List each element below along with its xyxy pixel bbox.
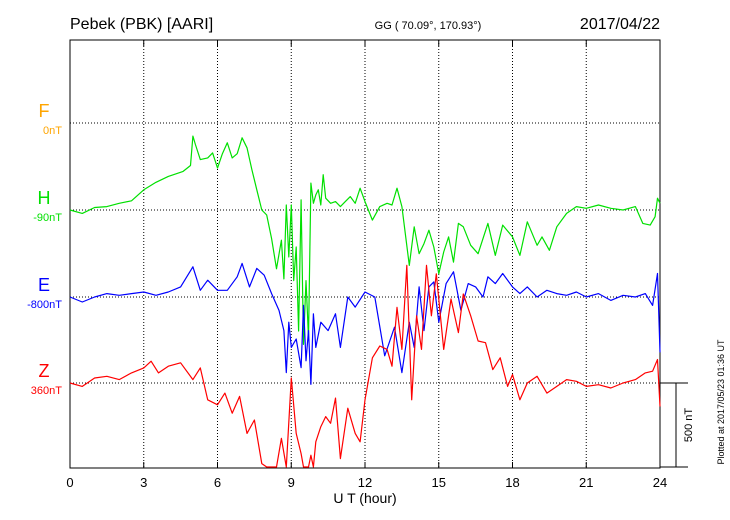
x-tick-label: 6: [214, 475, 221, 490]
scale-bar-label: 500 nT: [683, 408, 695, 443]
series-line-E: [69, 262, 661, 385]
x-tick-label: 0: [66, 475, 73, 490]
plot-date: 2017/04/22: [580, 16, 660, 33]
x-tick-label: 9: [288, 475, 295, 490]
series-line-Z: [69, 264, 661, 468]
x-axis-label: U T (hour): [333, 490, 396, 506]
component-labels: F 0nT H -90nT E -800nT Z 360nT: [27, 101, 62, 397]
x-tick-label: 12: [358, 475, 372, 490]
series-name-label: E: [38, 275, 50, 295]
station-coords: GG ( 70.09°, 170.93°): [375, 20, 482, 32]
series-line-H: [69, 135, 661, 345]
station-title: Pebek (PBK) [AARI]: [70, 16, 213, 33]
scale-bar: 500 nT: [660, 382, 695, 468]
series-baseline-label: -800nT: [27, 299, 62, 311]
grid-lines: [70, 40, 660, 468]
series-name-label: F: [39, 101, 50, 121]
x-axis: 0 3 6 9 12 15 18 21 24: [66, 40, 667, 490]
series-baseline-label: 0nT: [43, 125, 62, 137]
x-tick-label: 21: [579, 475, 593, 490]
plotted-at-note: Plotted at 2017/05/23 01:36 UT: [716, 339, 726, 465]
series-baseline-label: -90nT: [33, 212, 62, 224]
x-tick-label: 18: [505, 475, 519, 490]
x-tick-label: 15: [432, 475, 446, 490]
component-traces: [69, 135, 661, 468]
x-tick-label: 24: [653, 475, 667, 490]
x-tick-label: 3: [140, 475, 147, 490]
series-baseline-label: 360nT: [31, 385, 62, 397]
series-name-label: Z: [39, 361, 50, 381]
series-name-label: H: [38, 188, 51, 208]
